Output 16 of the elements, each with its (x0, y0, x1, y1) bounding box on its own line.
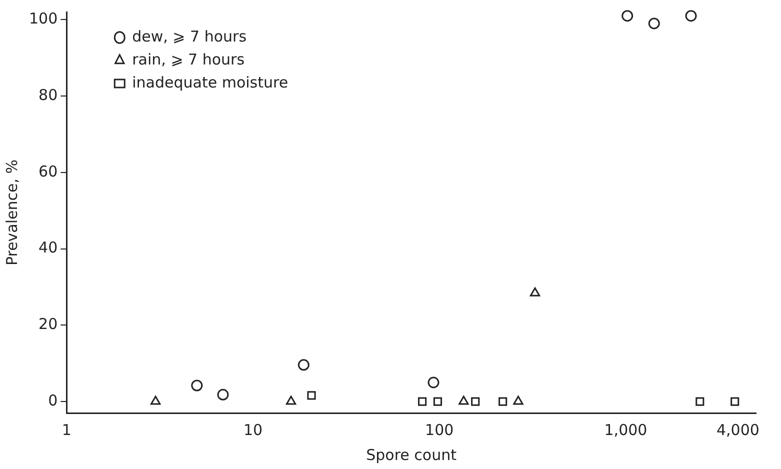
y-tick-label: 80 (38, 86, 58, 104)
x-axis-title: Spore count (366, 446, 457, 464)
legend-label: inadequate moisture (132, 73, 288, 92)
x-tick-label: 4,000 (716, 420, 760, 439)
y-tick-label: 100 (28, 10, 58, 28)
y-tick-label: 0 (48, 391, 58, 410)
legend-label: dew, ⩾ 7 hours (132, 27, 247, 46)
x-tick-label: 10 (243, 420, 263, 439)
x-tick-label: 1 (62, 420, 72, 439)
x-tick-label: 1,000 (604, 420, 648, 439)
y-tick-label: 20 (38, 315, 58, 334)
y-tick-label: 40 (38, 238, 58, 257)
y-tick-label: 60 (38, 162, 58, 180)
x-tick-label: 100 (425, 420, 454, 439)
legend-label: rain, ⩾ 7 hours (132, 50, 245, 68)
y-axis-title: Prevalence, % (2, 159, 21, 266)
